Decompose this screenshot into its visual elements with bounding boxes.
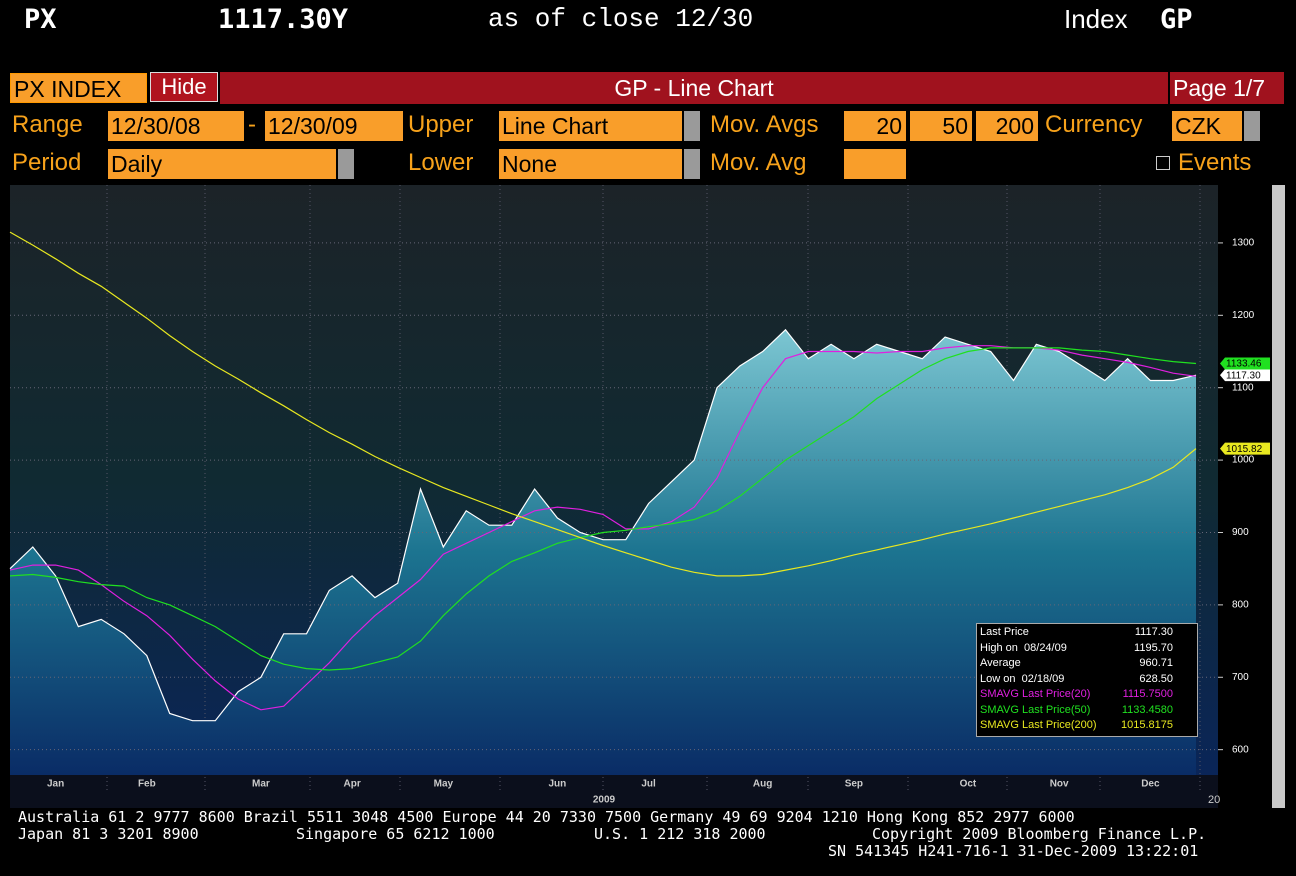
label: - (248, 111, 256, 138)
x-tick-label: Nov (1050, 779, 1069, 790)
label: Lower (408, 149, 474, 176)
last-value-label: 1117.30 (1226, 370, 1261, 381)
x-tick-label: Jul (641, 779, 656, 790)
last-value-label: 1015.82 (1226, 444, 1263, 455)
stat-value: 628.50 (1139, 672, 1173, 685)
scrollbar[interactable] (1272, 185, 1285, 808)
x-tick-label: May (434, 779, 454, 790)
x-tick-label: Aug (753, 779, 772, 790)
stat-value: 1015.8175 (1121, 719, 1173, 731)
series-line (9, 328, 1197, 722)
label: Upper (408, 111, 474, 138)
dropdown[interactable]: Daily (108, 149, 336, 179)
dropdown-nub[interactable] (338, 149, 354, 179)
as-of: as of close 12/30 (488, 4, 754, 34)
footer: SN 541345 H241-716-1 31-Dec-2009 13:22:0… (828, 842, 1199, 860)
x-tick-label: Jun (548, 779, 566, 790)
ticker: PX (24, 4, 57, 35)
series-line (9, 345, 1197, 711)
dropdown-nub[interactable] (1244, 111, 1260, 141)
input[interactable]: 12/30/08 (108, 111, 244, 141)
kind: Index (1064, 4, 1128, 34)
label: Currency (1045, 111, 1143, 138)
dropdown-nub[interactable] (684, 111, 700, 141)
hide-button[interactable]: Hide (150, 72, 218, 102)
input[interactable] (844, 149, 906, 179)
footer: Singapore 65 6212 1000 (296, 825, 495, 843)
title-bar: GP - Line Chart (220, 72, 1168, 104)
footer: U.S. 1 212 318 2000 (594, 825, 766, 843)
last-value-label: 1133.46 (1226, 359, 1262, 370)
y-tick-label: 1000 (1232, 455, 1255, 466)
input[interactable]: 50 (910, 111, 972, 141)
x-tick-label: Feb (138, 779, 156, 790)
label: Mov. Avg (710, 149, 807, 176)
input[interactable]: 200 (976, 111, 1038, 141)
x-tick-label: Sep (845, 779, 863, 790)
stats-box: Last Price 1117.30 High on 08/24/09 1195.70… (976, 623, 1198, 737)
last-value-tag (1220, 442, 1270, 455)
dropdown-nub[interactable] (684, 149, 700, 179)
cut-label: 20 (1208, 794, 1220, 806)
last-value-tag (1220, 369, 1270, 382)
x-tick-label: Apr (343, 779, 360, 790)
checkbox[interactable] (1156, 156, 1170, 170)
label: Mov. Avgs (710, 111, 819, 138)
stat-value: 1117.30 (1134, 626, 1173, 638)
input[interactable]: 12/30/09 (265, 111, 403, 141)
y-tick-label: 800 (1232, 600, 1249, 611)
series-line (9, 231, 1197, 577)
stat-label: SMAVG Last Price(200) (980, 719, 1097, 731)
stat-label: Last Price (980, 626, 1029, 638)
x-tick-label: Jan (47, 779, 64, 790)
stat-label: Low on 02/18/09 (980, 672, 1065, 685)
label: Period (12, 149, 82, 176)
y-tick-label: 900 (1232, 527, 1249, 538)
y-tick-label: 1100 (1232, 382, 1254, 393)
footer: Australia 61 2 9777 8600 Brazil 5511 304… (18, 808, 1075, 826)
stat-value: 1195.70 (1134, 641, 1173, 654)
stat-label: SMAVG Last Price(20) (980, 688, 1091, 700)
x-tick-label: Mar (252, 779, 270, 790)
stat-value: 960.71 (1139, 657, 1173, 669)
x-axis-label: 2009 (593, 795, 616, 806)
footer: Copyright 2009 Bloomberg Finance L.P. (872, 825, 1207, 843)
last-value-tag (1220, 357, 1270, 370)
price-area (10, 329, 1196, 775)
y-tick-label: 1300 (1232, 238, 1255, 249)
series-line (9, 347, 1197, 671)
price: 1117.30Y (218, 4, 349, 35)
y-tick-label: 700 (1232, 672, 1249, 683)
footer: Japan 81 3 3201 8900 (18, 825, 199, 843)
dropdown[interactable]: CZK (1172, 111, 1242, 141)
stat-label: SMAVG Last Price(50) (980, 703, 1091, 716)
security-field[interactable]: PX INDEX (10, 73, 147, 103)
label: Range (12, 111, 83, 138)
dropdown[interactable]: Line Chart (499, 111, 682, 141)
stat-value: 1115.7500 (1122, 688, 1173, 700)
axis-panel (1218, 185, 1270, 808)
x-axis-strip (10, 775, 1218, 808)
dropdown[interactable]: None (499, 149, 682, 179)
x-tick-label: Oct (960, 779, 977, 790)
page-button[interactable]: Page 1/7 (1170, 72, 1284, 104)
stat-label: High on 08/24/09 (980, 641, 1067, 654)
label: Events (1178, 149, 1252, 176)
code: GP (1160, 4, 1193, 35)
x-tick-label: Dec (1141, 779, 1160, 790)
y-tick-label: 600 (1232, 744, 1249, 755)
input[interactable]: 20 (844, 111, 906, 141)
stat-label: Average (980, 657, 1021, 669)
y-tick-label: 1200 (1232, 310, 1255, 321)
stat-value: 1133.4580 (1121, 703, 1173, 716)
